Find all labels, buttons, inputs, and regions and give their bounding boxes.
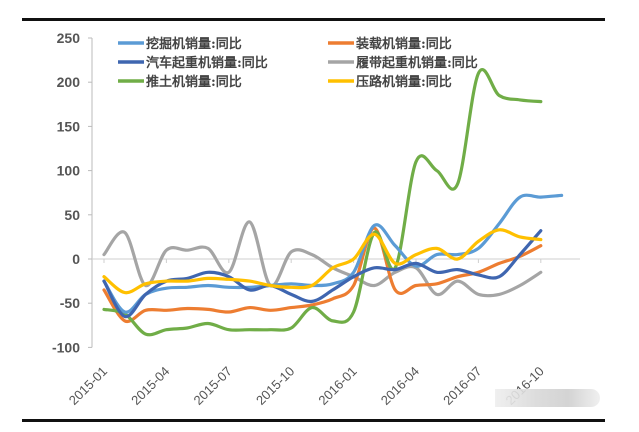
series-lines (102, 68, 564, 337)
x-tick-label: 2015-01 (66, 364, 110, 408)
x-tick-label: 2015-04 (128, 364, 172, 408)
series-line-5 (102, 228, 543, 295)
x-tick-label: 2015-10 (253, 364, 297, 408)
y-tick-label: 50 (64, 207, 80, 223)
watermark-blur (495, 389, 600, 407)
legend-label: 履带起重机销量:同比 (356, 55, 478, 71)
series-line-3 (102, 220, 543, 298)
legend-label: 压路机销量:同比 (356, 74, 452, 90)
legend-label: 装载机销量:同比 (355, 36, 452, 52)
x-tick-label: 2016-04 (378, 364, 422, 408)
y-tick-label: -100 (52, 339, 80, 355)
x-tick-label: 2016-01 (315, 364, 359, 408)
y-tick-label: 250 (57, 30, 81, 46)
top-border (22, 18, 605, 21)
series-line-4 (102, 68, 543, 337)
y-tick-label: 100 (57, 163, 81, 179)
legend-label: 汽车起重机销量:同比 (146, 55, 268, 71)
series-line-2 (102, 229, 543, 319)
series-line-0 (102, 193, 564, 314)
series-line-1 (102, 226, 543, 324)
y-tick-label: 150 (57, 118, 81, 134)
y-tick-label: 0 (72, 251, 80, 267)
y-tick-label: -50 (60, 295, 80, 311)
legend-label: 挖掘机销量:同比 (146, 36, 242, 52)
x-tick-label: 2015-07 (191, 364, 235, 408)
x-tick-label: 2016-07 (440, 364, 484, 408)
legend-label: 推土机销量:同比 (146, 74, 242, 90)
bottom-border (22, 419, 605, 422)
y-tick-label: 200 (57, 74, 81, 90)
